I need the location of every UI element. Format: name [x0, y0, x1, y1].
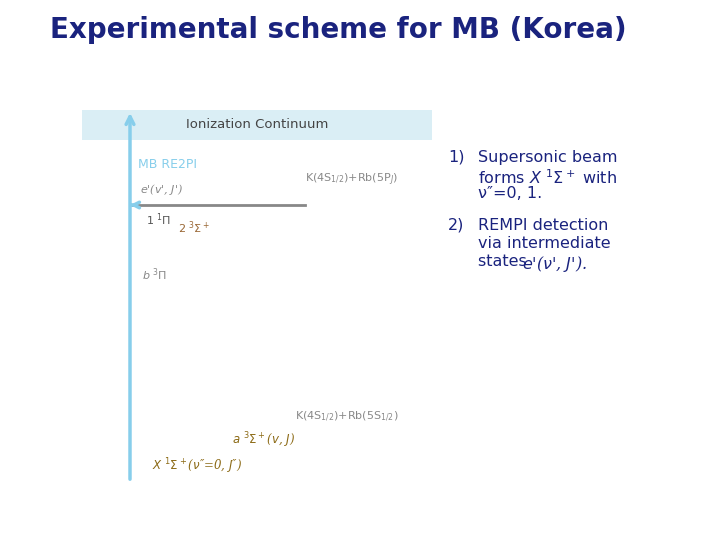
Text: states: states [478, 254, 532, 269]
Text: via intermediate: via intermediate [478, 236, 611, 251]
Text: Supersonic beam: Supersonic beam [478, 150, 618, 165]
Text: 1 $^1\Pi$: 1 $^1\Pi$ [146, 211, 171, 227]
Text: $e$'($v$', $J$'): $e$'($v$', $J$') [140, 182, 183, 197]
Text: MB RE2PI: MB RE2PI [138, 159, 197, 172]
Text: 1): 1) [448, 150, 464, 165]
Text: $a$ $^3\Sigma^+$($v$, $J$): $a$ $^3\Sigma^+$($v$, $J$) [232, 430, 295, 450]
Text: Experimental scheme for MB (Korea): Experimental scheme for MB (Korea) [50, 16, 626, 44]
Text: 2 $^3\Sigma^+$: 2 $^3\Sigma^+$ [178, 219, 210, 235]
Bar [82, 110, 432, 140]
Text: $e$'($\nu$', $J$').: $e$'($\nu$', $J$'). [522, 254, 587, 274]
Text: Ionization Continuum: Ionization Continuum [186, 118, 328, 132]
Text: K(4S$_{1/2}$)+Rb(5S$_{1/2}$): K(4S$_{1/2}$)+Rb(5S$_{1/2}$) [295, 410, 398, 424]
Text: $b$ $^3\Pi$: $b$ $^3\Pi$ [142, 267, 167, 284]
Text: K(4S$_{1/2}$)+Rb(5P$_J$): K(4S$_{1/2}$)+Rb(5P$_J$) [305, 172, 398, 188]
Text: forms $X$ $^1\Sigma^+$ with: forms $X$ $^1\Sigma^+$ with [478, 168, 617, 187]
Text: 2): 2) [448, 218, 464, 233]
Text: REMPI detection: REMPI detection [478, 218, 608, 233]
Text: ν″=0, 1.: ν″=0, 1. [478, 186, 542, 201]
Text: $X$ $^1\Sigma^+$($\nu$″=0, $J$″): $X$ $^1\Sigma^+$($\nu$″=0, $J$″) [152, 456, 242, 476]
